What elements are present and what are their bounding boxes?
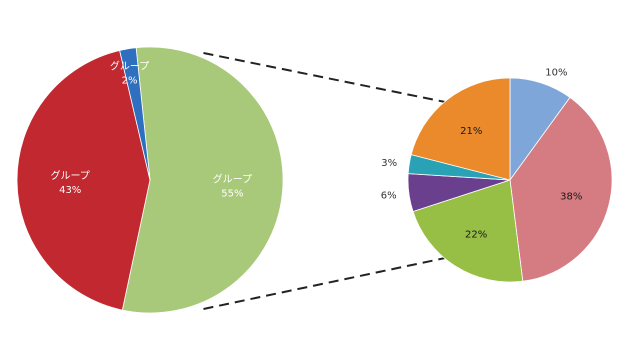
data-labels: グループ 55% グループ 43% グループ 2% 10% 38% 22% 6% 3% 21% — [51, 59, 583, 240]
main-pie — [16, 46, 284, 314]
secondary-pie — [407, 77, 613, 283]
main-label-name-0: グループ — [213, 172, 252, 185]
secondary-pie-slice-5 — [410, 77, 511, 181]
secondary-label-5: 21% — [460, 126, 482, 137]
secondary-label-4: 3% — [381, 158, 397, 169]
secondary-label-2: 22% — [465, 229, 487, 240]
secondary-label-0: 10% — [545, 67, 567, 78]
connector-line-top — [203, 52, 445, 103]
main-pie-slice-1 — [16, 50, 151, 311]
connector-line-bottom — [203, 257, 445, 310]
main-label-name-2: グループ — [110, 59, 149, 72]
secondary-pie-slice-2 — [412, 179, 524, 283]
secondary-pie-slice-1 — [509, 96, 613, 282]
secondary-label-1: 38% — [560, 192, 582, 203]
main-label-value-2: 2% — [122, 75, 138, 86]
connector-lines — [203, 52, 445, 310]
main-label-value-0: 55% — [221, 188, 243, 199]
main-pie-slice-2 — [119, 47, 151, 181]
secondary-label-3: 6% — [381, 190, 397, 201]
main-label-name-1: グループ — [51, 169, 90, 182]
main-pie-slice-0 — [121, 46, 284, 314]
main-label-value-1: 43% — [59, 185, 81, 196]
